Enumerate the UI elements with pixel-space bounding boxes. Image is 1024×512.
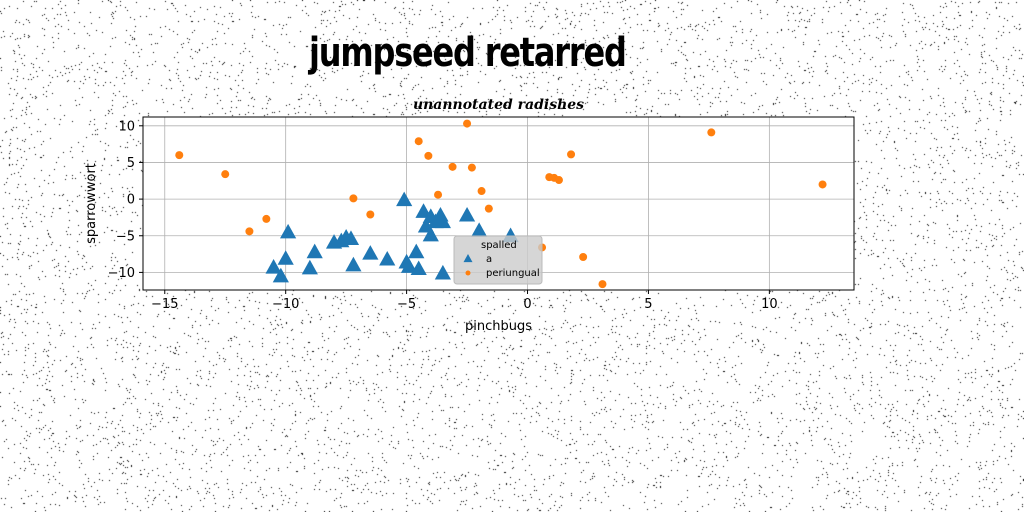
axes-title: unannotated radishes (413, 97, 584, 113)
y-tick-label: −10 (108, 266, 135, 281)
point-periungual (467, 163, 476, 172)
axes-frame (142, 116, 855, 291)
x-tick-label: 0 (523, 297, 531, 312)
legend-entry-label: a (486, 254, 492, 265)
point-periungual (221, 170, 230, 179)
point-a (272, 267, 289, 283)
point-periungual (414, 137, 423, 146)
x-axis-label: pinchbugs (465, 319, 532, 334)
point-periungual (245, 227, 254, 236)
x-tick-label: −15 (151, 297, 178, 312)
point-a (434, 264, 451, 280)
y-tick-label: 10 (118, 119, 135, 134)
legend-title: spalled (481, 240, 517, 251)
point-periungual (434, 190, 443, 199)
point-periungual (424, 151, 433, 160)
y-tick-label: 0 (127, 193, 135, 208)
point-periungual (579, 253, 588, 262)
point-a (458, 206, 476, 222)
legend: spalled a periungual (453, 235, 543, 285)
legend-entries: a periungual (463, 254, 540, 279)
point-a (434, 213, 451, 229)
point-periungual (262, 214, 271, 223)
point-periungual (463, 119, 472, 128)
point-a (265, 259, 282, 274)
point-periungual (484, 204, 493, 213)
x-tick-label: −5 (397, 297, 416, 312)
x-tick-label: 10 (761, 297, 778, 312)
legend-entry-label: periungual (486, 268, 540, 279)
y-tick-label: −5 (116, 229, 135, 244)
point-periungual (448, 162, 457, 171)
point-a (342, 230, 360, 245)
point-periungual (554, 176, 563, 185)
point-periungual (598, 280, 607, 289)
y-tick-label: 5 (127, 156, 135, 171)
point-a (379, 250, 396, 266)
figure-title: jumpseed retarred (309, 30, 627, 76)
point-a (400, 258, 418, 273)
point-a (410, 260, 427, 276)
legend-marker-periungual (465, 270, 471, 276)
point-a (280, 223, 297, 239)
point-periungual (349, 194, 358, 203)
x-tick-label: −10 (272, 297, 299, 312)
point-a (396, 191, 413, 207)
point-a (422, 226, 439, 242)
point-periungual (818, 180, 827, 189)
point-a (277, 250, 294, 265)
point-periungual (707, 128, 716, 137)
point-periungual (477, 187, 486, 196)
grid (143, 117, 854, 290)
series-a (265, 191, 519, 283)
point-a (306, 243, 323, 259)
point-a (345, 256, 362, 272)
point-a (301, 259, 318, 275)
point-periungual (567, 150, 576, 159)
point-a (471, 222, 488, 237)
point-a (362, 245, 379, 260)
point-periungual (366, 210, 375, 219)
legend-marker-a (463, 254, 473, 263)
y-axis-label: sparrowwort (84, 163, 99, 244)
ticks: −15 −10 −5 0 5 10 10 5 0 −5 −10 (108, 119, 778, 312)
point-periungual (175, 151, 184, 160)
point-a (408, 243, 425, 259)
x-tick-label: 5 (644, 297, 652, 312)
legend-box (453, 235, 543, 285)
